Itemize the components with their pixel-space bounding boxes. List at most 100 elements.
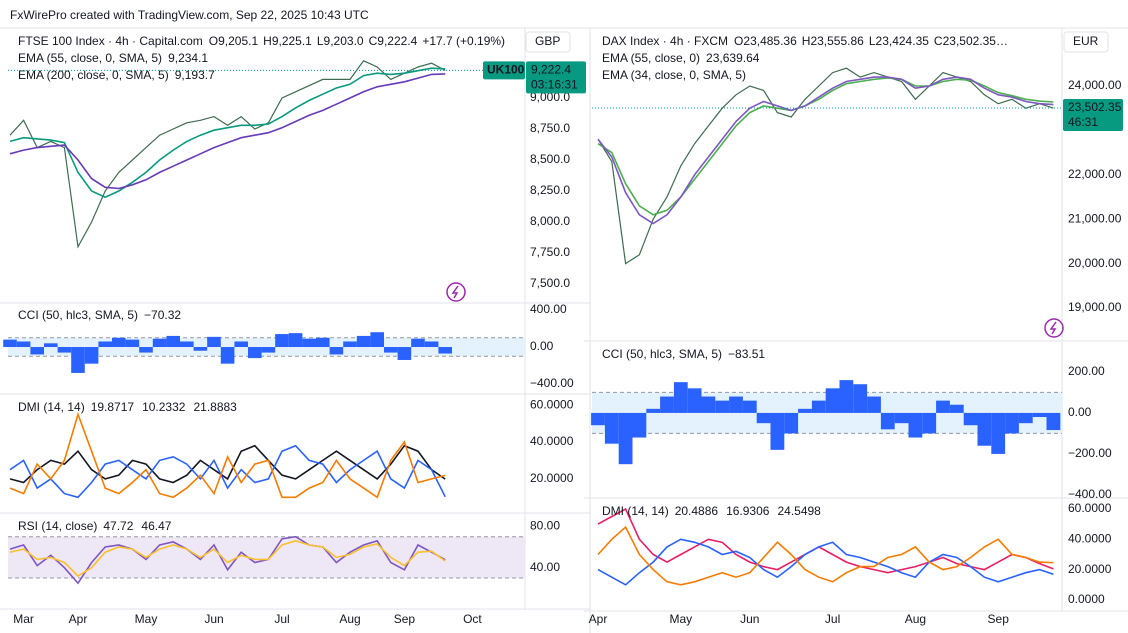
price-badge-text: 9,222.4	[531, 63, 571, 77]
series-line	[9, 67, 446, 199]
cci-bar	[166, 335, 180, 348]
series-line	[9, 444, 446, 484]
y-tick-label: 60.0000	[530, 397, 574, 411]
series-line	[597, 507, 1054, 574]
legend-text: 47.72	[103, 519, 133, 533]
y-tick-label: 8,250.0	[530, 183, 570, 197]
y-tick-label: 60.0000	[1068, 501, 1112, 515]
legend-text: H	[263, 34, 272, 48]
cci-bar	[98, 341, 112, 348]
cci-bar	[152, 338, 167, 348]
cci-bar	[180, 341, 194, 348]
cci-bar	[71, 347, 85, 373]
legend-text: DMI (14, 14)	[602, 504, 669, 518]
cci-bar	[384, 347, 398, 353]
cci-bar	[673, 382, 688, 413]
cci-bar	[424, 341, 439, 348]
y-tick-label: 400.00	[530, 302, 567, 316]
currency-box	[525, 31, 571, 53]
cci-bar	[701, 396, 716, 413]
cci-bar	[411, 338, 425, 348]
x-tick-label: Jun	[740, 612, 759, 626]
cci-bar	[811, 400, 826, 413]
price-badge	[526, 61, 586, 94]
alert-icon	[1044, 318, 1064, 338]
y-tick-label: 7,500.0	[530, 276, 570, 290]
legend-text: L	[317, 34, 324, 48]
cci-bar	[1005, 412, 1019, 434]
cci-bar	[397, 347, 412, 360]
cci-bar	[316, 337, 330, 348]
cci-bar	[1018, 412, 1033, 424]
legend-text: C	[934, 34, 943, 48]
legend-text: H	[802, 34, 811, 48]
cci-bar	[1046, 412, 1061, 431]
series-line	[597, 538, 1054, 586]
series-line	[9, 535, 446, 585]
y-tick-label: 19,000.00	[1068, 300, 1122, 314]
cci-bar	[275, 334, 289, 348]
legend-text: 23,424.35	[876, 34, 930, 48]
y-tick-label: 24,000.00	[1068, 78, 1122, 92]
cci-bar	[880, 412, 895, 430]
legend-text: 24.5498	[777, 504, 821, 518]
cci-bar	[646, 408, 661, 413]
cci-bar	[991, 412, 1006, 454]
cci-bar	[798, 408, 812, 413]
legend-text: CCI (50, hlc3, SMA, 5)	[602, 347, 722, 361]
cci-bar	[84, 347, 99, 364]
cci-bar	[139, 347, 153, 353]
cci-bar	[261, 347, 276, 353]
legend-text: 21.8883	[193, 400, 237, 414]
cci-bar	[853, 384, 868, 413]
cci-bar	[302, 338, 316, 348]
cci-bar	[660, 396, 674, 413]
countdown: 46:31	[1068, 115, 1098, 129]
cci-bar	[234, 341, 248, 348]
legend-text: 9,234.1	[168, 51, 208, 65]
legend-text: DMI (14, 14)	[18, 400, 85, 414]
series-line	[9, 73, 446, 190]
y-tick-label: 7,750.0	[530, 245, 570, 259]
cci-bar	[356, 335, 371, 348]
series-line	[9, 411, 446, 499]
cci-bar	[977, 412, 992, 446]
y-tick-label: 22,000.00	[1068, 167, 1122, 181]
header: FxWirePro created with TradingView.com, …	[10, 8, 369, 22]
series-line	[9, 60, 446, 249]
y-tick-label: 0.00	[530, 339, 554, 353]
y-tick-label: 80.00	[530, 519, 560, 533]
legend-text: EMA (55, close, 0, SMA, 5)	[18, 51, 162, 65]
legend-text: 46.47	[141, 519, 171, 533]
currency: GBP	[535, 34, 560, 48]
legend-text: 23,485.36	[743, 34, 797, 48]
cci-bar	[963, 412, 978, 426]
x-tick-label: Aug	[339, 612, 360, 626]
series-line	[597, 67, 1054, 265]
countdown: 03:16:31	[531, 78, 578, 92]
legend-text: −70.32	[144, 308, 181, 322]
cci-bar	[604, 412, 619, 444]
x-tick-label: May	[135, 612, 158, 626]
x-tick-label: Mar	[13, 612, 34, 626]
cci-bar	[825, 388, 840, 413]
cci-bar	[618, 412, 633, 465]
y-tick-label: 8,750.0	[530, 121, 570, 135]
y-tick-label: 40.0000	[530, 434, 574, 448]
cci-bar	[770, 412, 785, 450]
cci-bar	[16, 341, 31, 348]
y-tick-label: 0.00	[1068, 405, 1092, 419]
cci-bar	[784, 412, 799, 434]
legend-text: 10.2332	[142, 400, 186, 414]
series-line	[597, 76, 1054, 225]
cci-bar	[922, 412, 937, 434]
y-tick-label: 20,000.00	[1068, 256, 1122, 270]
cci-bar	[756, 412, 771, 424]
cci-bar	[125, 339, 140, 348]
x-tick-label: Jul	[274, 612, 289, 626]
legend-text: L	[869, 34, 876, 48]
legend-text: 9,225.1	[272, 34, 312, 48]
legend-text: 9,222.4	[377, 34, 417, 48]
cci-bar	[193, 347, 208, 351]
